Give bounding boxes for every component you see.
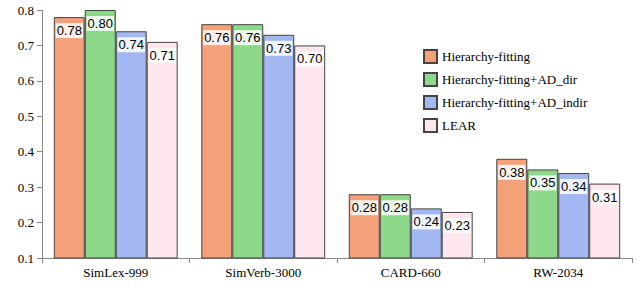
svg-text:0.80: 0.80 [88,16,113,31]
svg-text:Hierarchy-fitting: Hierarchy-fitting [442,49,531,64]
svg-text:0.28: 0.28 [383,200,408,215]
svg-text:0.76: 0.76 [204,30,229,45]
svg-text:0.5: 0.5 [18,109,34,124]
svg-text:RW-2034: RW-2034 [533,265,583,280]
svg-text:0.1: 0.1 [18,251,34,266]
svg-text:0.6: 0.6 [18,73,35,88]
svg-text:0.7: 0.7 [18,38,35,53]
svg-text:0.71: 0.71 [150,48,175,63]
svg-text:SimLex-999: SimLex-999 [83,265,148,280]
svg-text:0.8: 0.8 [18,3,34,18]
svg-text:LEAR: LEAR [442,118,476,133]
svg-text:Hierarchy-fitting+AD_indir: Hierarchy-fitting+AD_indir [442,95,588,110]
svg-text:0.74: 0.74 [119,37,144,52]
svg-text:0.34: 0.34 [561,179,586,194]
svg-text:SimVerb-3000: SimVerb-3000 [225,265,301,280]
svg-text:0.31: 0.31 [592,190,617,205]
svg-text:CARD-660: CARD-660 [381,265,441,280]
svg-text:0.3: 0.3 [18,180,34,195]
svg-text:0.2: 0.2 [18,215,34,230]
svg-text:0.73: 0.73 [266,41,291,56]
svg-text:0.78: 0.78 [57,23,82,38]
svg-text:0.24: 0.24 [414,214,439,229]
svg-text:0.28: 0.28 [352,200,377,215]
svg-text:0.38: 0.38 [499,165,524,180]
svg-text:0.23: 0.23 [445,218,470,233]
svg-text:0.4: 0.4 [18,144,35,159]
svg-text:0.70: 0.70 [297,51,322,66]
svg-text:Hierarchy-fitting+AD_dir: Hierarchy-fitting+AD_dir [442,72,578,87]
svg-text:0.35: 0.35 [530,175,555,190]
svg-text:0.76: 0.76 [235,30,260,45]
